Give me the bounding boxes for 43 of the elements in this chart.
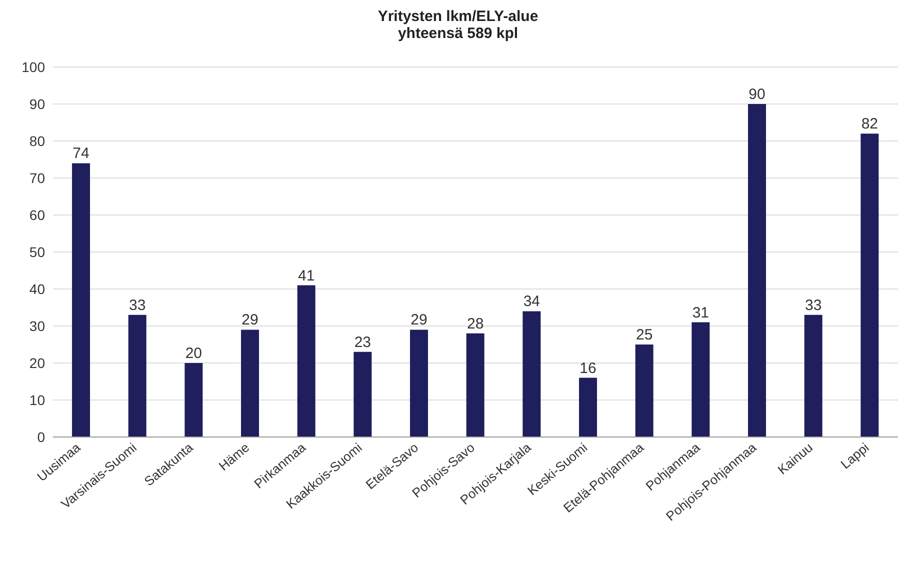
bar	[241, 330, 259, 437]
data-label: 33	[804, 296, 822, 314]
y-tick-label: 80	[29, 132, 46, 149]
data-label: 34	[523, 293, 540, 310]
bar	[692, 322, 710, 437]
bar	[297, 285, 316, 437]
data-label: 74	[72, 145, 90, 162]
bar	[466, 333, 484, 437]
y-tick-label: 100	[22, 58, 46, 75]
bar	[635, 344, 654, 437]
bar	[748, 104, 766, 437]
data-label: 33	[128, 296, 146, 314]
data-label: 25	[636, 326, 653, 344]
chart-subtitle: yhteensä 589 kpl	[396, 25, 520, 42]
data-label: 29	[410, 312, 428, 329]
y-tick-label: 10	[29, 392, 46, 408]
bar	[804, 314, 822, 437]
data-label: 16	[580, 360, 596, 377]
bar	[72, 163, 90, 437]
y-tick-label: 50	[29, 244, 46, 260]
chart-title: Yritysten lkm/ELY-alue	[376, 8, 540, 25]
data-label: 23	[354, 334, 372, 351]
data-label: 20	[185, 345, 202, 362]
y-tick-label: 0	[37, 428, 46, 445]
data-label: 29	[242, 312, 258, 329]
bar	[860, 134, 879, 437]
y-tick-label: 20	[29, 354, 46, 371]
data-label: 31	[692, 304, 710, 322]
data-label: 41	[298, 267, 315, 284]
bar	[579, 378, 597, 437]
y-tick-label: 40	[29, 280, 46, 297]
data-label: 82	[861, 116, 878, 133]
y-tick-label: 30	[29, 318, 46, 334]
data-label: 90	[748, 86, 766, 103]
bar	[128, 314, 146, 437]
y-tick-label: 90	[29, 96, 46, 112]
y-tick-label: 70	[29, 170, 46, 186]
bar	[522, 311, 541, 437]
bar	[354, 352, 372, 437]
bar	[410, 330, 428, 437]
data-label: 28	[466, 315, 484, 332]
y-tick-label: 60	[29, 206, 46, 223]
bar	[184, 363, 203, 437]
